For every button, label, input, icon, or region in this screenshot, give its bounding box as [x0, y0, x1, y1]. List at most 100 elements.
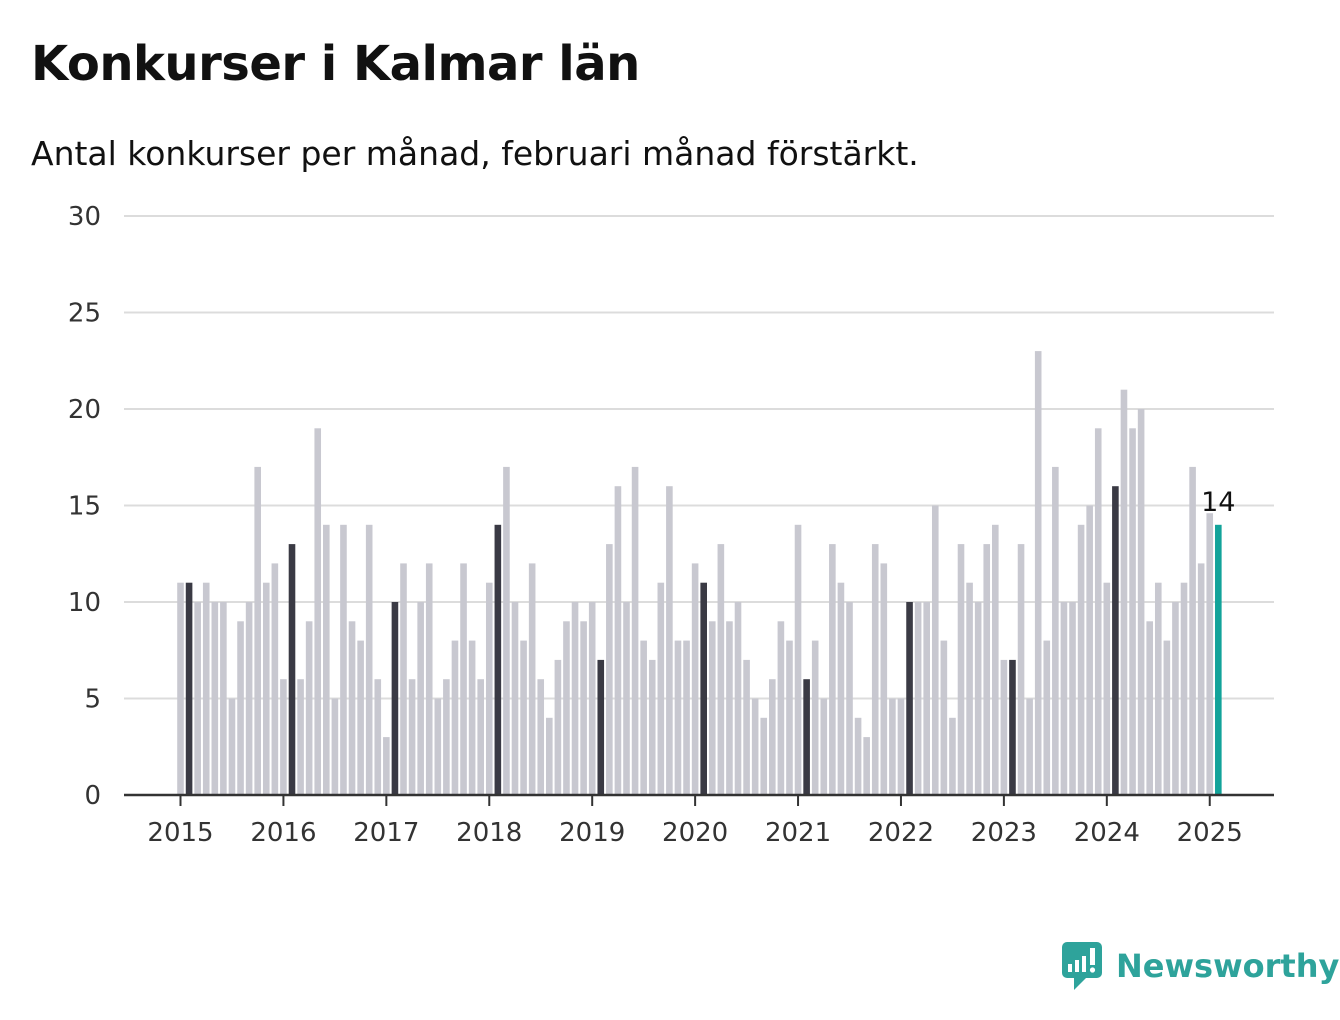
bar	[966, 582, 973, 795]
bar	[305, 621, 313, 795]
bar	[1206, 513, 1214, 795]
bar	[271, 563, 279, 795]
bar	[846, 602, 853, 795]
bar	[1052, 466, 1059, 795]
bar	[786, 640, 793, 795]
bar	[546, 717, 553, 795]
bar	[914, 602, 922, 795]
bar	[829, 544, 836, 795]
bar	[897, 698, 905, 795]
bar	[443, 679, 450, 795]
bar	[1146, 621, 1153, 795]
bar	[1172, 602, 1179, 795]
bar	[365, 524, 373, 795]
bar	[554, 659, 562, 795]
bar	[1180, 582, 1188, 795]
x-tick-label: 2022	[868, 818, 934, 848]
bar	[1086, 505, 1093, 795]
bar	[1189, 466, 1196, 795]
bar	[674, 640, 682, 795]
bar	[528, 563, 536, 795]
x-tick-label: 2025	[1177, 818, 1243, 848]
bar	[880, 563, 888, 795]
bar	[357, 640, 364, 795]
bar	[297, 679, 304, 795]
bar	[606, 544, 613, 795]
bar	[417, 602, 424, 795]
bar	[777, 621, 785, 795]
x-tick-label: 2020	[662, 818, 728, 848]
bar	[400, 563, 407, 795]
bar	[708, 621, 716, 795]
bar	[1009, 659, 1016, 795]
bar	[743, 659, 750, 795]
bar	[640, 640, 647, 795]
bar	[228, 698, 236, 795]
bar	[1137, 409, 1145, 795]
bars	[177, 351, 1222, 795]
bar	[1112, 486, 1119, 795]
bar	[1043, 640, 1051, 795]
brand-name: Newsworthy	[1116, 947, 1340, 985]
bar	[408, 679, 416, 795]
bar	[468, 640, 476, 795]
bar	[648, 659, 656, 795]
bar	[974, 602, 982, 795]
bar	[700, 582, 707, 795]
y-tick-label: 15	[68, 492, 101, 522]
y-tick-label: 0	[84, 781, 101, 811]
bar	[460, 563, 467, 795]
bar	[494, 524, 502, 795]
bar	[923, 602, 930, 795]
chart-title: Konkurser i Kalmar län	[31, 36, 640, 92]
bar	[331, 698, 339, 795]
x-tick-label: 2015	[147, 818, 213, 848]
bar	[760, 717, 768, 795]
bar	[751, 698, 759, 795]
bar	[717, 544, 725, 795]
bar	[614, 486, 622, 795]
y-tick-label: 5	[84, 685, 101, 715]
bar	[949, 717, 956, 795]
bar	[871, 544, 879, 795]
bar	[177, 582, 184, 795]
bar	[769, 679, 776, 795]
bar	[571, 602, 579, 795]
bar	[254, 466, 261, 795]
bar	[537, 679, 545, 795]
bar	[734, 602, 742, 795]
bar	[580, 621, 587, 795]
bar	[185, 582, 193, 795]
bar	[237, 621, 244, 795]
bar	[1215, 524, 1222, 795]
bar	[202, 582, 210, 795]
bar	[820, 698, 828, 795]
bar	[811, 640, 819, 795]
bar	[391, 602, 399, 795]
bar	[666, 486, 673, 795]
bar	[1034, 351, 1042, 795]
bar	[1000, 659, 1008, 795]
bar	[657, 582, 665, 795]
bar	[485, 582, 493, 795]
bar	[477, 679, 484, 795]
bar	[262, 582, 270, 795]
bar	[434, 698, 442, 795]
bar	[323, 524, 330, 795]
bar	[563, 621, 570, 795]
x-tick-label: 2018	[456, 818, 522, 848]
bar	[1120, 389, 1128, 795]
bar	[280, 679, 287, 795]
bar	[511, 602, 519, 795]
brand-logo: Newsworthy	[1060, 940, 1339, 992]
x-tick-label: 2023	[971, 818, 1037, 848]
y-tick-label: 25	[68, 299, 101, 329]
newsworthy-logo-icon	[1062, 942, 1102, 990]
bar	[726, 621, 733, 795]
bar	[992, 524, 999, 795]
bar	[245, 602, 253, 795]
bar	[1163, 640, 1171, 795]
bar	[623, 602, 630, 795]
bar	[1017, 544, 1025, 795]
